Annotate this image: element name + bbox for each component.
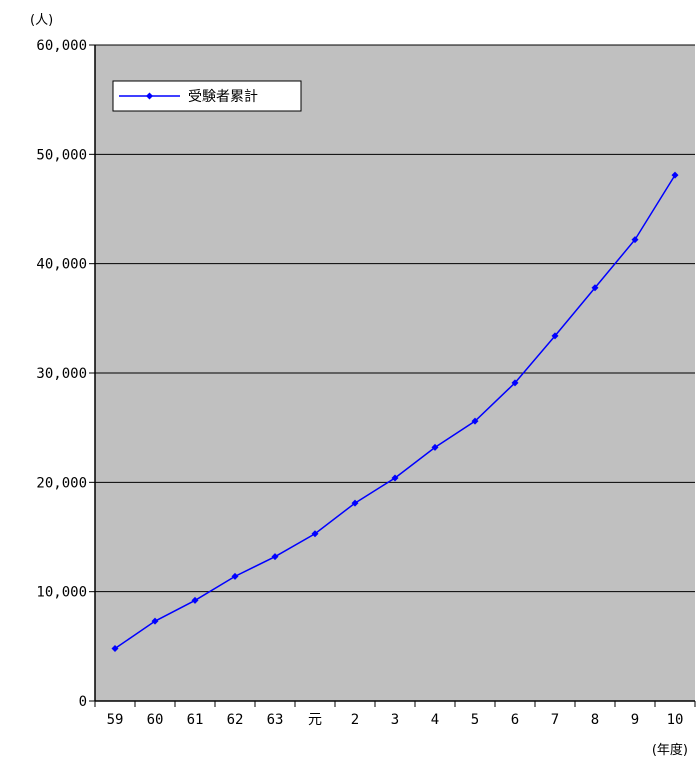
x-tick-label: 元 (308, 712, 322, 728)
y-tick-label: 40,000 (36, 257, 87, 273)
data-point (631, 236, 639, 244)
data-point (111, 645, 119, 653)
x-tick-label: 9 (631, 712, 639, 728)
y-unit-label: (人) (30, 13, 53, 28)
data-point (431, 443, 439, 451)
y-tick-label: 60,000 (36, 38, 87, 54)
legend-label: 受験者累計 (188, 89, 258, 105)
x-tick-label: 5 (471, 712, 479, 728)
y-tick-label: 20,000 (36, 475, 87, 491)
y-tick-label: 50,000 (36, 147, 87, 163)
data-point (311, 530, 319, 538)
x-tick-label: 8 (591, 712, 599, 728)
x-tick-label: 59 (107, 712, 124, 728)
x-tick-label: 62 (227, 712, 244, 728)
x-tick-label: 3 (391, 712, 399, 728)
data-point (511, 379, 519, 387)
x-tick-label: 6 (511, 712, 519, 728)
x-tick-label: 61 (187, 712, 204, 728)
data-point (551, 332, 559, 340)
data-point (471, 417, 479, 425)
data-point (391, 474, 399, 482)
data-point (591, 284, 599, 292)
data-point (191, 596, 199, 604)
data-point (351, 499, 359, 507)
y-axis-ticks: 0 10,000 20,000 30,000 40,000 50,000 60,000 (36, 38, 95, 710)
x-tick-label: 60 (147, 712, 164, 728)
y-tick-label: 30,000 (36, 366, 87, 382)
data-point (231, 572, 239, 580)
x-tick-label: 4 (431, 712, 439, 728)
series-group (111, 171, 679, 653)
data-point (671, 171, 679, 179)
y-tick-label: 10,000 (36, 585, 87, 601)
y-tick-label: 0 (79, 694, 87, 710)
x-unit-label: (年度) (652, 742, 688, 758)
x-tick-label: 7 (551, 712, 559, 728)
data-point (151, 617, 159, 625)
x-tick-label: 2 (351, 712, 359, 728)
x-tick-label: 10 (667, 712, 684, 728)
data-point (271, 553, 279, 561)
x-tick-label: 63 (267, 712, 284, 728)
gridlines (95, 44, 695, 593)
legend: 受験者累計 (112, 80, 302, 112)
legend-marker (146, 92, 153, 100)
x-axis-ticks: 59 60 61 62 63 元 2 3 4 5 6 7 8 9 10 (94, 701, 696, 728)
